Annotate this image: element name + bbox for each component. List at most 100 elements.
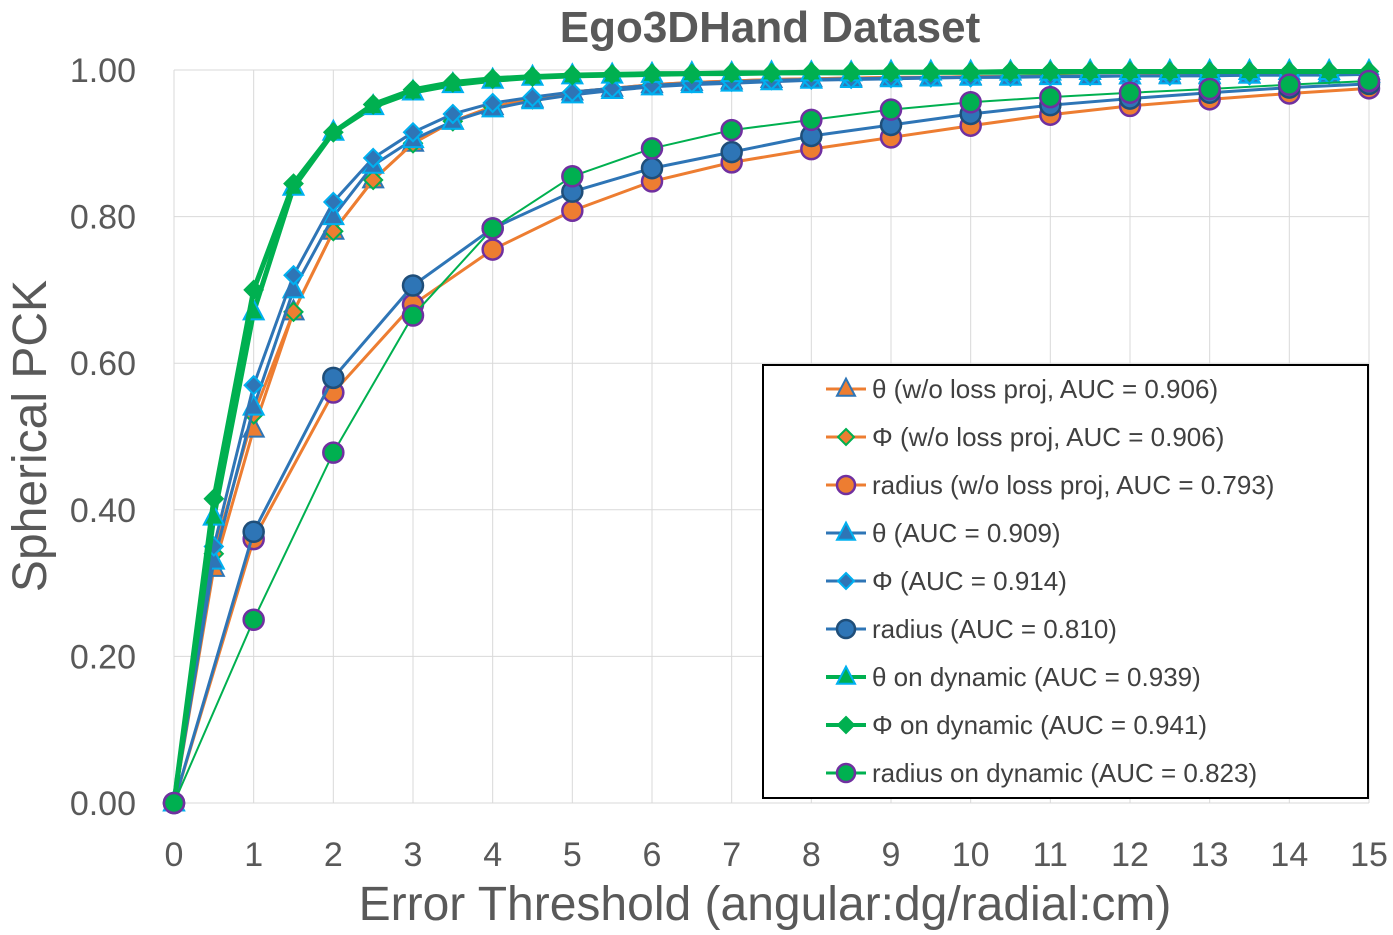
data-point (840, 61, 862, 83)
data-point (162, 791, 186, 815)
data-point (720, 118, 743, 142)
data-point (242, 520, 265, 544)
x-tick-labels: 0 1 2 3 4 5 6 7 8 9 10 11 12 13 14 15 (165, 836, 1388, 874)
x-tick-label: 11 (1033, 836, 1068, 874)
legend-swatch-marker (836, 571, 856, 591)
data-point (401, 304, 425, 327)
series-line (172, 86, 1370, 804)
data-point (322, 441, 345, 464)
y-tick-label: 0.00 (70, 785, 136, 823)
data-point (1198, 77, 1221, 101)
data-point (800, 61, 822, 83)
y-axis-label: Spherical PCK (4, 280, 57, 592)
x-tick-label: 9 (882, 836, 901, 874)
data-point (720, 140, 743, 164)
data-point (283, 173, 304, 195)
x-tick-label: 8 (802, 836, 821, 874)
legend-item: radius (w/o loss proj, AUC = 0.793) (826, 470, 1274, 500)
x-tick-label: 10 (952, 836, 990, 874)
data-point (1039, 85, 1062, 109)
legend-item: θ on dynamic (AUC = 0.939) (826, 662, 1201, 692)
x-tick-label: 1 (244, 836, 263, 874)
data-point (362, 169, 384, 191)
legend-label: θ on dynamic (AUC = 0.939) (872, 662, 1201, 692)
data-point (640, 137, 664, 160)
data-point (402, 79, 424, 101)
data-point (243, 279, 265, 301)
data-point (959, 91, 982, 114)
data-point (481, 238, 504, 261)
data-point (561, 64, 583, 86)
legend-label: θ (AUC = 0.909) (872, 518, 1061, 548)
data-point (920, 61, 942, 83)
data-point (1159, 61, 1181, 82)
data-point (1357, 69, 1381, 93)
x-tick-label: 2 (324, 836, 343, 874)
legend-item: Φ on dynamic (AUC = 0.941) (826, 710, 1207, 740)
legend-swatch-marker (835, 520, 857, 541)
x-axis-label: Error Threshold (angular:dg/radial:cm) (359, 878, 1172, 931)
x-tick-label: 0 (165, 836, 184, 874)
data-point (522, 86, 543, 108)
legend-label: Φ on dynamic (AUC = 0.941) (872, 710, 1207, 740)
data-point (1079, 61, 1101, 82)
legend-swatch-marker (835, 474, 857, 496)
data-point (321, 202, 345, 226)
legend-label: θ (w/o loss proj, AUC = 0.906) (872, 374, 1218, 404)
data-point (640, 156, 664, 180)
data-point (721, 62, 743, 84)
series-8 (163, 61, 1380, 814)
data-point (362, 94, 384, 115)
data-point (601, 77, 623, 99)
data-point (1000, 61, 1021, 82)
data-point (283, 264, 304, 286)
series-layer (162, 57, 1381, 815)
data-point (561, 165, 584, 188)
data-point (561, 81, 583, 103)
legend-swatch-marker (835, 664, 857, 685)
data-point (322, 366, 345, 390)
data-point (401, 274, 425, 297)
data-point (402, 121, 424, 143)
data-point (482, 92, 504, 114)
data-point (522, 66, 543, 88)
legend-label: radius (AUC = 0.810) (872, 614, 1117, 644)
data-point (322, 121, 344, 143)
data-point (1239, 61, 1260, 82)
y-tick-label: 0.40 (70, 492, 136, 530)
data-point (880, 61, 902, 83)
legend-item: radius (AUC = 0.810) (826, 614, 1117, 644)
data-point (601, 63, 623, 85)
x-tick-label: 15 (1350, 836, 1388, 874)
data-point (1318, 61, 1340, 82)
data-point (442, 103, 464, 125)
data-point (641, 63, 663, 85)
data-point (1278, 73, 1301, 96)
legend-swatch-marker (835, 762, 857, 784)
data-point (761, 62, 782, 84)
data-point (681, 63, 703, 85)
data-point (1119, 61, 1141, 82)
legend-item: radius on dynamic (AUC = 0.823) (826, 758, 1257, 788)
legend: θ (w/o loss proj, AUC = 0.906) Φ (w/o los… (762, 364, 1369, 799)
y-tick-label: 1.00 (70, 52, 136, 90)
x-tick-label: 12 (1111, 836, 1149, 874)
x-tick-label: 3 (404, 836, 423, 874)
series-line (172, 82, 1370, 804)
y-tick-label: 0.60 (70, 345, 136, 383)
legend-swatch-marker (835, 618, 857, 640)
data-point (482, 68, 504, 90)
legend-swatch-marker (836, 715, 856, 735)
legend-item: Φ (AUC = 0.914) (826, 566, 1067, 596)
data-point (442, 72, 464, 93)
y-tick-label: 0.80 (70, 199, 136, 237)
data-point (243, 374, 265, 396)
y-tick-label: 0.20 (70, 638, 136, 676)
y-tick-labels: 0.00 0.20 0.40 0.60 0.80 1.00 (70, 52, 136, 823)
legend-label: Φ (w/o loss proj, AUC = 0.906) (872, 422, 1224, 452)
x-tick-label: 4 (483, 836, 502, 874)
legend-item: θ (w/o loss proj, AUC = 0.906) (826, 374, 1218, 404)
data-point (1039, 61, 1061, 82)
series-line (173, 79, 1370, 804)
series-9 (162, 69, 1381, 815)
